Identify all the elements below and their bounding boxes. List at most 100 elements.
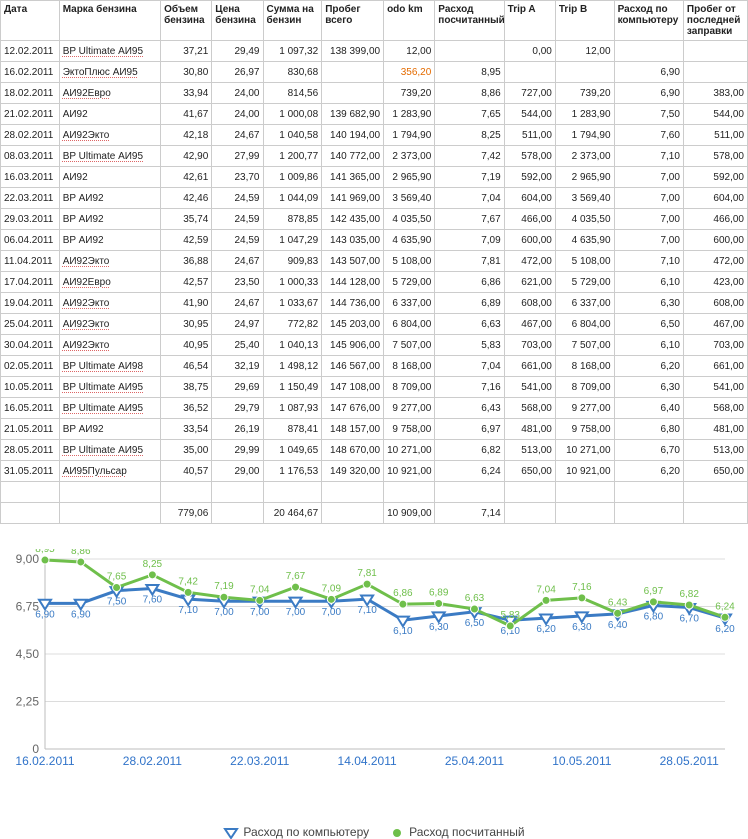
svg-text:7,04: 7,04 bbox=[536, 584, 556, 595]
cell: 6,30 bbox=[614, 293, 683, 314]
cell: 8 709,00 bbox=[555, 377, 614, 398]
cell: АИ92Экто bbox=[59, 314, 160, 335]
cell: 8 709,00 bbox=[384, 377, 435, 398]
cell: 7,60 bbox=[614, 125, 683, 146]
table-row: 16.05.2011BP Ultimate АИ9536,5229,791 08… bbox=[1, 398, 748, 419]
cell: 24,67 bbox=[212, 125, 263, 146]
cell: 42,18 bbox=[161, 125, 212, 146]
table-row: 16.02.2011ЭктоПлюс АИ9530,8026,97830,683… bbox=[1, 62, 748, 83]
cell: 4 035,50 bbox=[555, 209, 614, 230]
table-row: 28.05.2011BP Ultimate АИ9535,0029,991 04… bbox=[1, 440, 748, 461]
svg-text:7,04: 7,04 bbox=[250, 584, 270, 595]
svg-text:6,43: 6,43 bbox=[608, 597, 628, 608]
cell: 24,67 bbox=[212, 251, 263, 272]
cell: 149 320,00 bbox=[322, 461, 384, 482]
cell: 2 965,90 bbox=[384, 167, 435, 188]
table-row: 21.02.2011АИ9241,6724,001 000,08139 682,… bbox=[1, 104, 748, 125]
cell: 878,85 bbox=[263, 209, 322, 230]
cell bbox=[504, 62, 555, 83]
cell: 24,00 bbox=[212, 104, 263, 125]
cell: 148 157,00 bbox=[322, 419, 384, 440]
cell: 6,43 bbox=[435, 398, 504, 419]
cell: 7,67 bbox=[435, 209, 504, 230]
cell: 6,20 bbox=[614, 461, 683, 482]
cell: 1 097,32 bbox=[263, 41, 322, 62]
cell: 1 047,29 bbox=[263, 230, 322, 251]
svg-text:6,90: 6,90 bbox=[35, 609, 55, 620]
cell: BP Ultimate АИ95 bbox=[59, 146, 160, 167]
legend-item: Расход посчитанный bbox=[389, 825, 525, 839]
cell: BP АИ92 bbox=[59, 419, 160, 440]
cell: 7,16 bbox=[435, 377, 504, 398]
cell: 5 729,00 bbox=[555, 272, 614, 293]
cell: 578,00 bbox=[504, 146, 555, 167]
cell: BP Ultimate АИ95 bbox=[59, 398, 160, 419]
cell: 24,59 bbox=[212, 209, 263, 230]
cell: 6 804,00 bbox=[555, 314, 614, 335]
cell: 661,00 bbox=[683, 356, 747, 377]
cell: 23,70 bbox=[212, 167, 263, 188]
cell: 8 168,00 bbox=[555, 356, 614, 377]
svg-text:6,82: 6,82 bbox=[679, 589, 699, 600]
cell: 21.02.2011 bbox=[1, 104, 60, 125]
cell: 467,00 bbox=[504, 314, 555, 335]
cell: 9 277,00 bbox=[555, 398, 614, 419]
table-row: 16.03.2011АИ9242,6123,701 009,86141 365,… bbox=[1, 167, 748, 188]
cell: 1 283,90 bbox=[384, 104, 435, 125]
cell: 42,90 bbox=[161, 146, 212, 167]
cell: 513,00 bbox=[504, 440, 555, 461]
cell: 600,00 bbox=[683, 230, 747, 251]
cell: 703,00 bbox=[504, 335, 555, 356]
cell: 467,00 bbox=[683, 314, 747, 335]
cell: 18.02.2011 bbox=[1, 83, 60, 104]
cell: 5 108,00 bbox=[555, 251, 614, 272]
cell: 6 337,00 bbox=[555, 293, 614, 314]
svg-text:22.03.2011: 22.03.2011 bbox=[230, 754, 289, 768]
cell bbox=[435, 41, 504, 62]
cell: 148 670,00 bbox=[322, 440, 384, 461]
cell: BP АИ92 bbox=[59, 188, 160, 209]
svg-text:7,00: 7,00 bbox=[286, 607, 306, 618]
cell: 23,50 bbox=[212, 272, 263, 293]
cell: 1 176,53 bbox=[263, 461, 322, 482]
cell: 17.04.2011 bbox=[1, 272, 60, 293]
cell: 147 676,00 bbox=[322, 398, 384, 419]
svg-text:7,16: 7,16 bbox=[572, 582, 592, 593]
cell: 727,00 bbox=[504, 83, 555, 104]
cell: 12,00 bbox=[384, 41, 435, 62]
cell: 33,54 bbox=[161, 419, 212, 440]
col-header: odo km bbox=[384, 1, 435, 41]
svg-text:6,63: 6,63 bbox=[465, 593, 485, 604]
cell: 6,89 bbox=[435, 293, 504, 314]
col-header: Пробег от последней заправки bbox=[683, 1, 747, 41]
cell: 12.02.2011 bbox=[1, 41, 60, 62]
cell: 466,00 bbox=[504, 209, 555, 230]
cell: 30.04.2011 bbox=[1, 335, 60, 356]
col-header: Дата bbox=[1, 1, 60, 41]
cell: 466,00 bbox=[683, 209, 747, 230]
cell: 481,00 bbox=[504, 419, 555, 440]
cell: 16.03.2011 bbox=[1, 167, 60, 188]
cell: АИ92Экто bbox=[59, 251, 160, 272]
cell: 140 194,00 bbox=[322, 125, 384, 146]
cell: 1 044,09 bbox=[263, 188, 322, 209]
cell: 42,61 bbox=[161, 167, 212, 188]
cell: 604,00 bbox=[504, 188, 555, 209]
cell: 541,00 bbox=[504, 377, 555, 398]
cell: 661,00 bbox=[504, 356, 555, 377]
col-header: Объем бензина bbox=[161, 1, 212, 41]
table-row: 02.05.2011BP Ultimate АИ9846,5432,191 49… bbox=[1, 356, 748, 377]
cell: 11.04.2011 bbox=[1, 251, 60, 272]
cell: BP АИ92 bbox=[59, 230, 160, 251]
cell: 25.04.2011 bbox=[1, 314, 60, 335]
cell: 38,75 bbox=[161, 377, 212, 398]
cell: 12,00 bbox=[555, 41, 614, 62]
cell: 423,00 bbox=[683, 272, 747, 293]
cell: 621,00 bbox=[504, 272, 555, 293]
svg-text:28.05.2011: 28.05.2011 bbox=[660, 754, 719, 768]
cell: 37,21 bbox=[161, 41, 212, 62]
cell: 42,59 bbox=[161, 230, 212, 251]
cell: 1 087,93 bbox=[263, 398, 322, 419]
cell: 541,00 bbox=[683, 377, 747, 398]
cell: 31.05.2011 bbox=[1, 461, 60, 482]
